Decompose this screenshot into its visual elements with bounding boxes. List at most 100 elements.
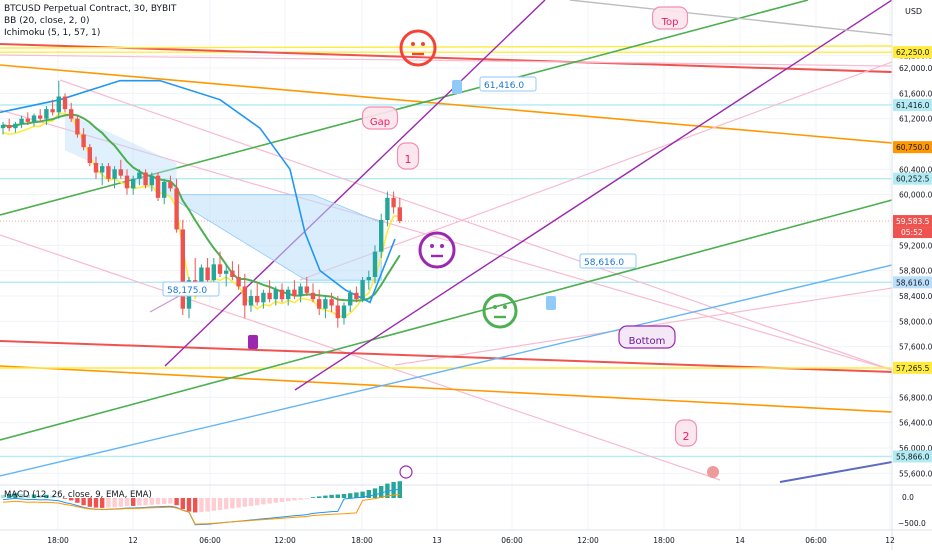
macd-bar <box>44 494 49 498</box>
candle-body <box>261 292 266 303</box>
y-tick-label: 58,000.0 <box>899 317 932 326</box>
macd-bar <box>106 498 111 508</box>
indicator-ichimoku-label[interactable]: Ichimoku (5, 1, 57, 1) <box>4 28 101 38</box>
indicator-bb-label[interactable]: BB (20, close, 2, 0) <box>4 16 90 26</box>
trend-line <box>164 0 546 367</box>
price-label-text: 58,616.0 <box>584 258 624 268</box>
macd-bar <box>186 498 192 512</box>
price-tag-label: 61,416.0 <box>896 101 930 110</box>
candle-body <box>348 292 353 306</box>
symbol-title[interactable]: BTCUSD Perpetual Contract, 30, BYBIT <box>4 4 177 14</box>
candle-body <box>248 296 254 306</box>
price-tag-label: 60,252.5 <box>896 175 930 184</box>
candle-body <box>354 292 359 300</box>
x-tick-label: 06:00 <box>501 536 523 545</box>
x-tick-label: 18:00 <box>351 536 373 545</box>
price-tag <box>893 98 932 111</box>
price-label-box <box>579 253 637 269</box>
candle-body <box>255 296 260 303</box>
ichimoku-cloud-early <box>65 112 177 201</box>
price-tag-label: 60,750.0 <box>896 143 930 152</box>
y-tick-label: 60,000.0 <box>899 191 932 200</box>
macd-bar <box>236 498 241 508</box>
candle-body <box>162 182 167 198</box>
candle-body <box>397 207 402 222</box>
price-tag <box>893 46 932 59</box>
price-tag <box>893 276 932 289</box>
price-tag-label: 62,250.0 <box>896 48 930 57</box>
trend-line <box>779 461 893 483</box>
candle-body <box>310 292 316 300</box>
candle-body <box>50 109 55 113</box>
macd-legend[interactable]: MACD (12, 26, close, 9, EMA, EMA) <box>4 490 152 500</box>
callout-box <box>618 325 676 349</box>
candle-body <box>87 147 92 163</box>
candle-body <box>38 115 43 119</box>
macd-bar <box>13 493 18 498</box>
y-tick-label: 57,600.0 <box>899 343 932 352</box>
macd-bar <box>168 498 173 504</box>
hand-pointer-icon <box>452 80 462 94</box>
callout-box <box>674 419 698 447</box>
trend-line <box>0 54 893 67</box>
neutral-face-icon-eye <box>430 244 434 248</box>
candle-body <box>273 289 278 300</box>
macd-bar <box>335 494 340 498</box>
x-tick-label: 12:00 <box>274 536 296 545</box>
candle-body <box>366 277 371 281</box>
candle-body <box>25 118 30 122</box>
candle-body <box>44 109 49 119</box>
trend-line <box>0 43 893 73</box>
macd-bar <box>87 498 92 507</box>
macd-bar <box>137 498 142 506</box>
candle-body <box>211 264 216 281</box>
callout-box <box>361 106 399 130</box>
macd-bar <box>224 498 229 510</box>
candle-body <box>230 270 235 277</box>
candle-body <box>236 277 241 287</box>
x-tick-label: 12:00 <box>577 536 599 545</box>
price-axis <box>892 0 932 530</box>
y-tick-label: 56,000.0 <box>899 444 932 453</box>
callout-text: Gap <box>370 117 390 128</box>
candle-body <box>317 299 322 309</box>
macd-bar <box>62 498 68 499</box>
macd-bar <box>267 498 272 504</box>
trend-line <box>59 79 893 371</box>
macd-bar <box>81 498 86 506</box>
candle-body <box>267 292 272 300</box>
callout-box <box>396 142 420 170</box>
candle-body <box>372 251 378 277</box>
macd-bar <box>38 495 43 498</box>
candle-body <box>31 115 37 122</box>
candle-body <box>7 125 12 129</box>
price-tag-label: 55,866.0 <box>896 452 930 461</box>
macd-bar <box>261 498 266 505</box>
candle-body <box>131 178 136 189</box>
x-tick-label: 06:00 <box>805 536 827 545</box>
candle-body <box>0 125 6 129</box>
callout-text: Bottom <box>629 336 666 347</box>
candle-body <box>106 166 111 179</box>
price-tag-label: 59,583.5 <box>896 217 930 226</box>
candle-body <box>279 289 285 300</box>
candle-body <box>69 109 74 119</box>
currency-label: USD <box>905 7 922 16</box>
smile-face-icon-eye <box>503 305 507 309</box>
y-tick-label: 61,200.0 <box>899 115 932 124</box>
price-label-text: 61,416.0 <box>484 81 524 91</box>
price-label-text: 58,175.0 <box>167 286 207 296</box>
candle-body <box>174 188 179 230</box>
candle-body <box>199 267 204 284</box>
macd-bar <box>217 498 223 510</box>
y-tick-label: 58,400.0 <box>899 292 932 301</box>
candle-body <box>93 163 99 173</box>
price-tag <box>893 361 932 374</box>
macd-axis-label: 0.0 <box>902 493 914 502</box>
macd-bar <box>323 495 328 498</box>
candle-body <box>180 229 185 309</box>
macd-bar <box>93 498 99 508</box>
candle-body <box>292 289 297 296</box>
